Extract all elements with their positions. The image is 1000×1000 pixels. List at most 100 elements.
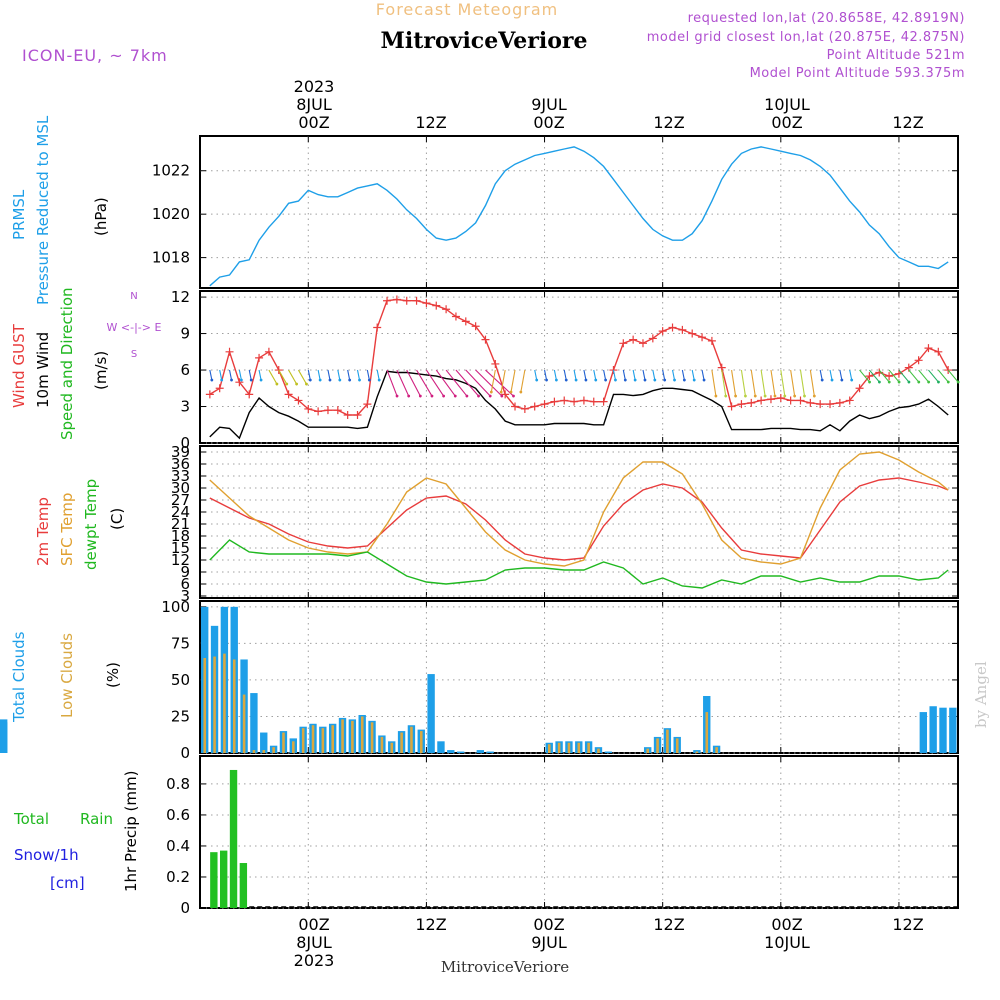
temp-labels: 2m Temp SFC Temp dewpt Temp (C) <box>34 479 126 570</box>
bottom-day-1: 8JUL <box>296 933 332 952</box>
wind-dir-arrow <box>839 369 843 381</box>
wind-dir-head <box>653 378 657 382</box>
temp-2m-label: 2m Temp <box>34 497 52 566</box>
low-cloud-bar <box>213 656 216 753</box>
y-tick-label: 6 <box>180 361 190 379</box>
wind-dir-arrow <box>652 369 656 381</box>
wind-dir-arrow <box>510 369 516 393</box>
wind-dir-arrow <box>500 369 506 393</box>
wind-dir-arrow <box>701 369 705 381</box>
top-day-2: 9JUL <box>531 95 567 114</box>
wind-dir-label: Speed and Direction <box>58 287 76 440</box>
y-tick-label: 33 <box>171 467 190 485</box>
wind-dir-head <box>820 378 824 382</box>
wind-dir-arrow <box>435 369 456 397</box>
wind-dir-arrow <box>711 369 717 397</box>
gust-point <box>885 372 894 381</box>
gust-point <box>648 334 657 343</box>
precip-total-label: Total <box>13 810 49 828</box>
wind-dir-head <box>499 390 503 394</box>
series-line-10m-wind <box>209 370 949 440</box>
bottom-hour-2: 12Z <box>415 915 446 934</box>
low-cloud-bar <box>400 732 403 753</box>
panel-frame <box>199 755 959 909</box>
gust-point <box>481 335 490 344</box>
y-tick-label: 1018 <box>152 249 190 267</box>
y-tick-label: 12 <box>171 288 190 306</box>
gust-point <box>520 404 529 413</box>
top-hour-1: 00Z <box>298 113 329 132</box>
wind-dir-arrow <box>928 369 939 383</box>
total-cloud-bar <box>447 750 455 753</box>
y-tick-label: 50 <box>171 671 190 689</box>
wind-dir-arrow <box>681 369 685 381</box>
panel-1: 0 3 6 9 12 <box>171 288 960 452</box>
precip-rain-label: Rain <box>80 810 113 828</box>
wind-dir-arrow <box>859 369 870 383</box>
low-cloud-bar <box>292 741 295 753</box>
y-tick-label: 0.8 <box>166 775 190 793</box>
wind-dir-arrow <box>386 369 398 397</box>
wind-dir-head <box>878 380 881 384</box>
wind-dir-head <box>418 394 422 398</box>
wind-dir-head <box>956 380 960 384</box>
wind-dir-head <box>614 378 617 382</box>
low-cloud-bar <box>321 728 325 753</box>
low-cloud-bar <box>232 659 236 753</box>
wind-dir-arrow <box>691 369 695 381</box>
panel-0: 1018 1020 1022 <box>152 135 959 289</box>
bottom-hour-4: 12Z <box>653 915 684 934</box>
temp-unit: (C) <box>108 508 126 530</box>
wind-dir-arrow <box>455 369 479 397</box>
wind-dir-head <box>682 378 686 382</box>
panel-frame <box>199 290 959 444</box>
panel-frame <box>199 135 959 289</box>
wind-dir-head <box>328 378 332 382</box>
gust-point <box>461 317 470 326</box>
total-cloud-bar <box>437 741 445 753</box>
gust-point <box>304 404 313 413</box>
temp-dew-label: dewpt Temp <box>82 479 100 570</box>
gust-point <box>511 402 520 411</box>
y-tick-label: 21 <box>171 515 190 533</box>
gust-point <box>629 335 638 344</box>
total-cloud-bar <box>260 732 268 753</box>
series-line-prmsl <box>209 146 949 287</box>
wind-dir-head <box>305 382 308 386</box>
low-cloud-bar <box>705 712 709 753</box>
wind-dir-arrow <box>573 369 577 381</box>
top-hour-6: 12Z <box>892 113 923 132</box>
wind-dir-arrow <box>238 369 242 381</box>
gust-point <box>579 396 588 405</box>
clouds-total-label: Total Clouds <box>10 631 28 723</box>
wind-dir-arrow <box>583 369 587 381</box>
wind-dir-head <box>673 378 676 382</box>
panel-3: 0 25 50 75 100 <box>0 598 959 762</box>
total-cloud-bar <box>929 706 937 753</box>
gust-point <box>924 344 933 353</box>
wind-dir-head <box>308 378 312 382</box>
total-cloud-bar <box>476 750 485 753</box>
low-cloud-bar <box>587 742 590 753</box>
low-cloud-bar <box>262 750 266 753</box>
wind-dir-arrow <box>534 369 538 381</box>
low-cloud-bar <box>577 742 581 753</box>
low-cloud-bar <box>597 748 600 753</box>
low-cloud-bar <box>675 738 679 753</box>
wind-dir-head <box>753 394 757 398</box>
low-cloud-bar <box>252 750 256 753</box>
rain-bar <box>219 850 228 908</box>
wind-dir-arrow <box>750 369 756 397</box>
y-tick-label: 12 <box>171 551 190 569</box>
low-cloud-bar <box>272 747 275 753</box>
gust-point <box>589 397 598 406</box>
clouds-unit: (%) <box>104 662 122 688</box>
wind-dir-head <box>850 378 854 382</box>
wind-dir-arrow <box>307 369 311 381</box>
gust-point <box>845 396 854 405</box>
wind-dir-arrow <box>721 369 727 397</box>
wind-dir-arrow <box>337 369 341 381</box>
gust-point <box>274 366 283 375</box>
top-day-3: 10JUL <box>764 95 810 114</box>
wind-dir-arrow <box>465 369 491 397</box>
